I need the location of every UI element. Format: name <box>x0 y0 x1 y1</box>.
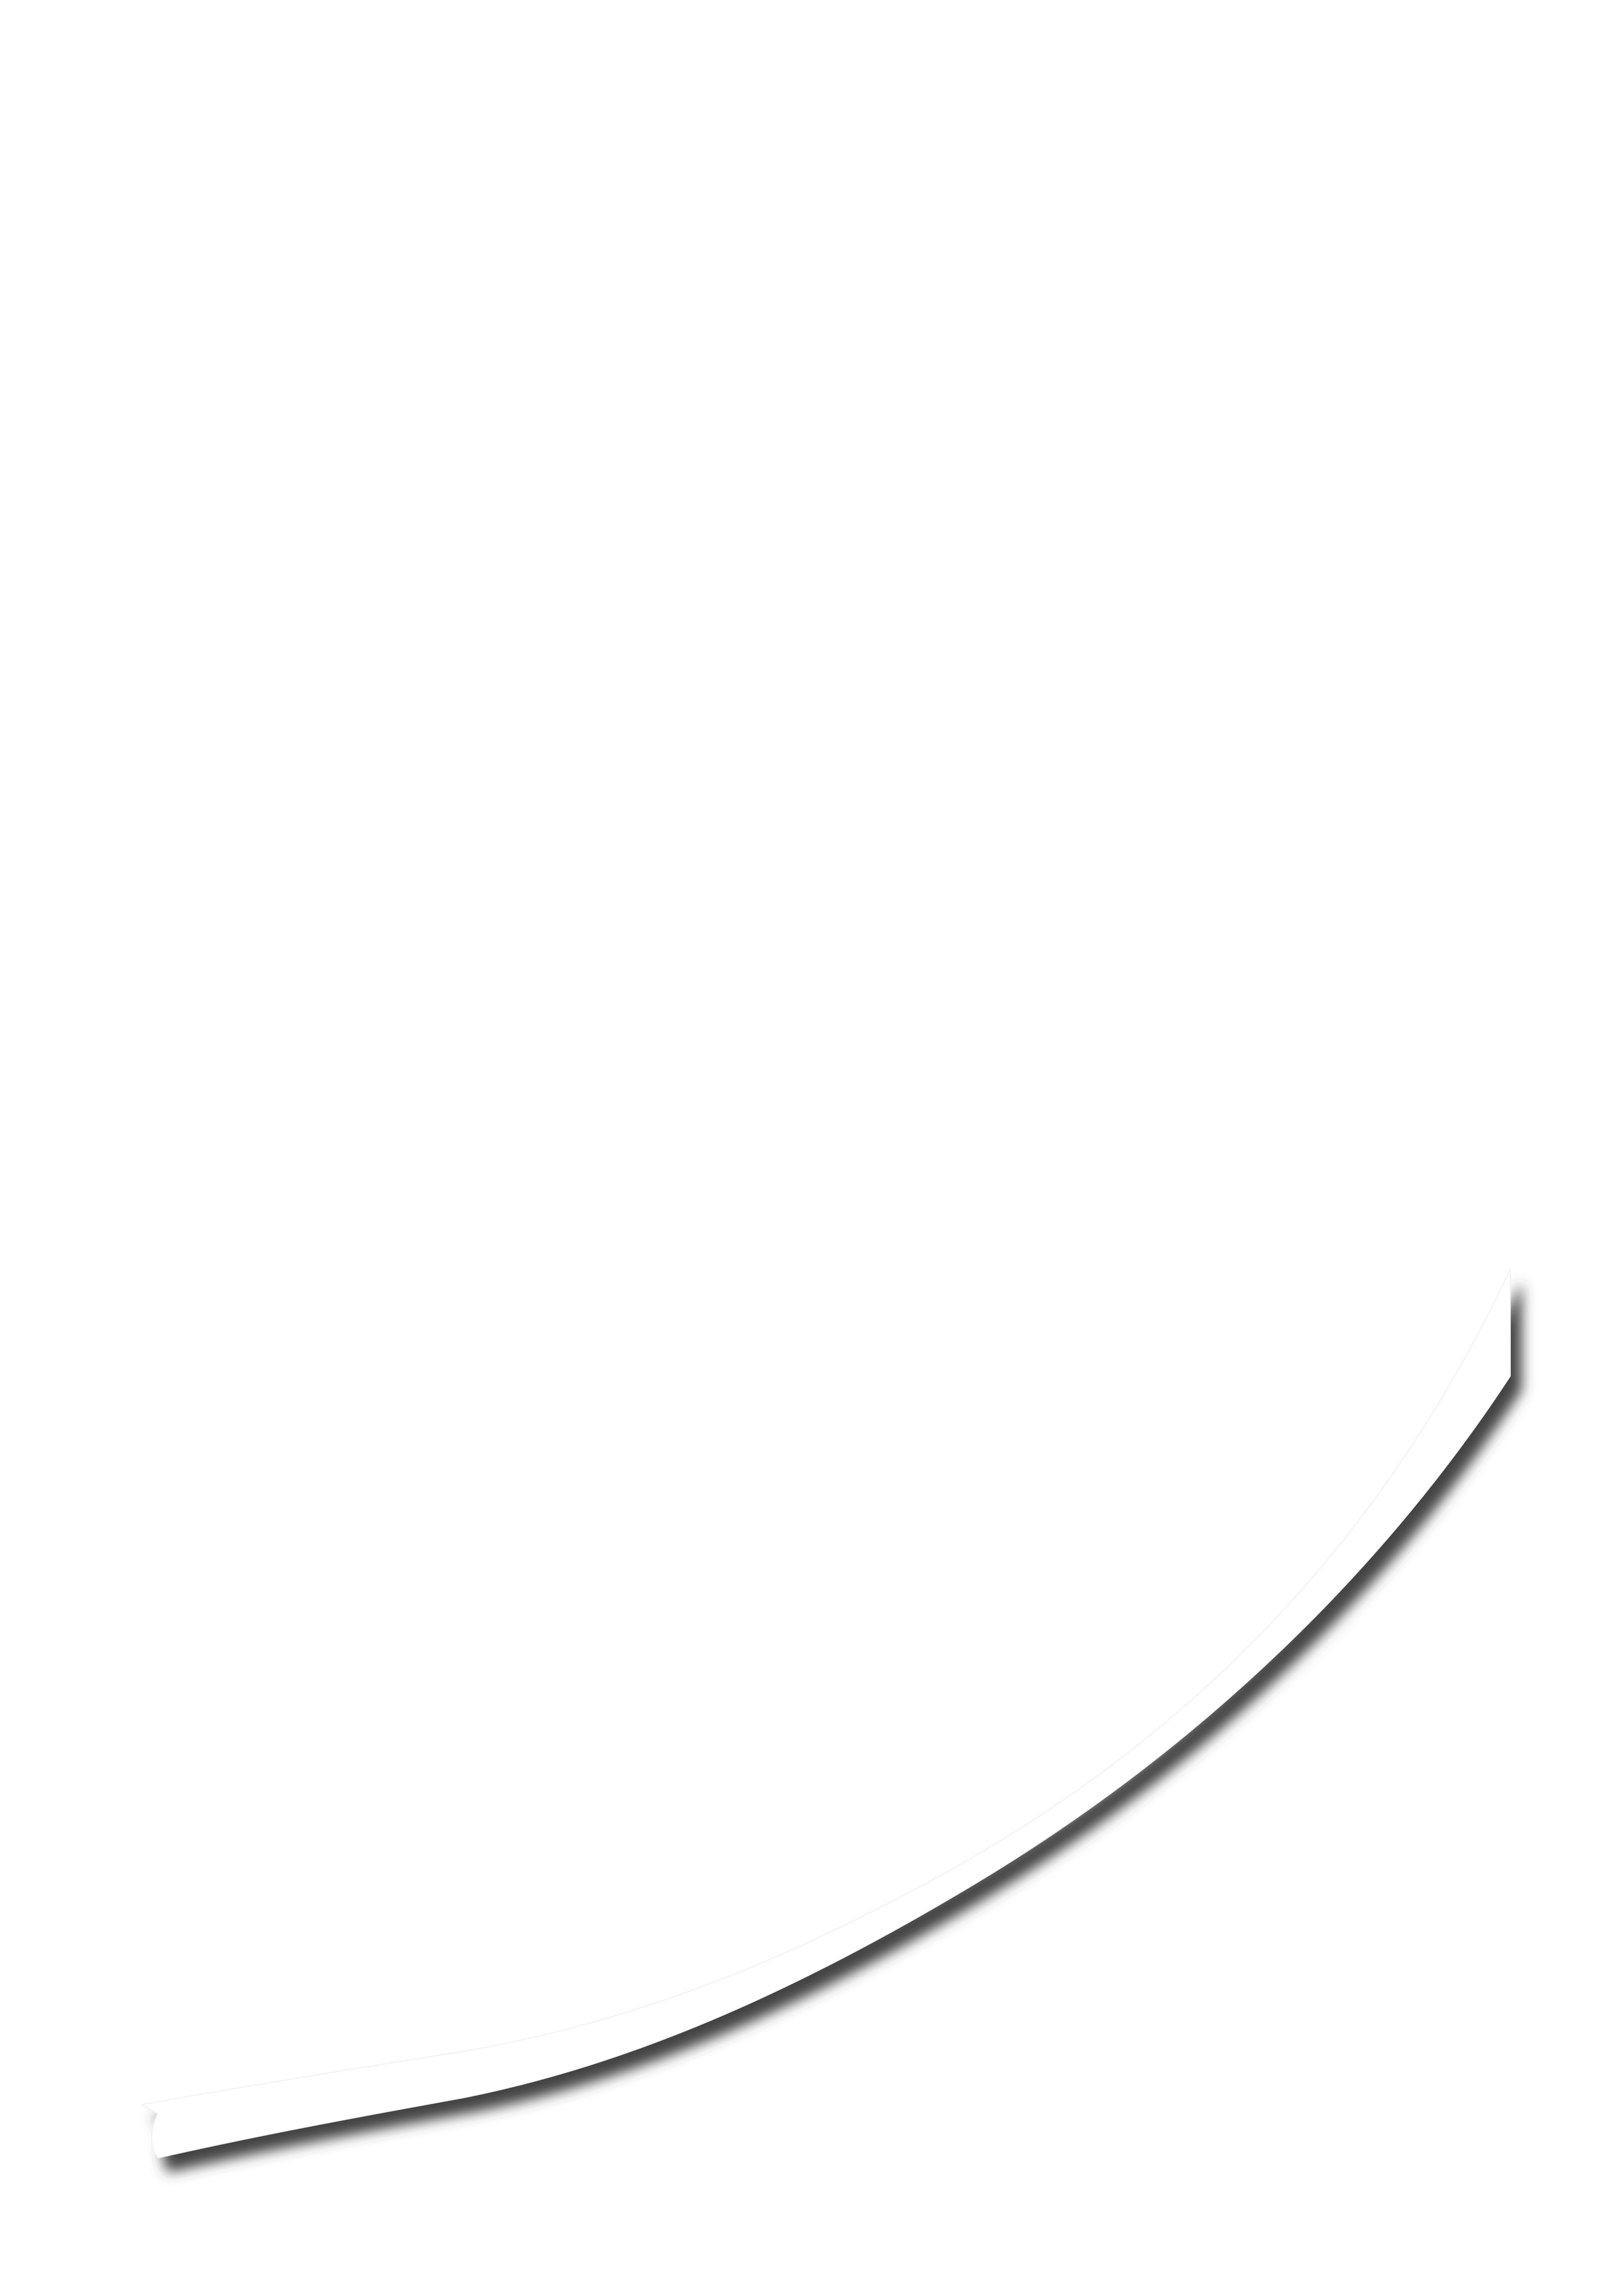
strip-inner-edge <box>141 1269 1511 2106</box>
curved-strip <box>140 1269 1511 2159</box>
